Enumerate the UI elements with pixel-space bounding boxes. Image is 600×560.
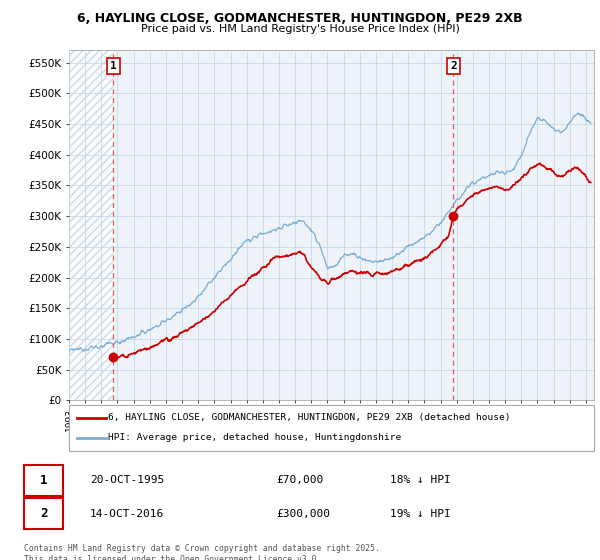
- Text: 19% ↓ HPI: 19% ↓ HPI: [390, 509, 451, 519]
- Text: 2: 2: [450, 61, 457, 71]
- Text: 6, HAYLING CLOSE, GODMANCHESTER, HUNTINGDON, PE29 2XB (detached house): 6, HAYLING CLOSE, GODMANCHESTER, HUNTING…: [109, 413, 511, 422]
- Text: 1: 1: [110, 61, 117, 71]
- Text: Contains HM Land Registry data © Crown copyright and database right 2025.
This d: Contains HM Land Registry data © Crown c…: [24, 544, 380, 560]
- Text: £300,000: £300,000: [276, 509, 330, 519]
- Text: 2: 2: [40, 507, 47, 520]
- Text: £70,000: £70,000: [276, 475, 323, 485]
- Text: Price paid vs. HM Land Registry's House Price Index (HPI): Price paid vs. HM Land Registry's House …: [140, 24, 460, 34]
- Text: 6, HAYLING CLOSE, GODMANCHESTER, HUNTINGDON, PE29 2XB: 6, HAYLING CLOSE, GODMANCHESTER, HUNTING…: [77, 12, 523, 25]
- Text: 20-OCT-1995: 20-OCT-1995: [90, 475, 164, 485]
- Text: HPI: Average price, detached house, Huntingdonshire: HPI: Average price, detached house, Hunt…: [109, 433, 401, 442]
- Text: 14-OCT-2016: 14-OCT-2016: [90, 509, 164, 519]
- Text: 1: 1: [40, 474, 47, 487]
- Bar: [69, 50, 113, 400]
- Text: 18% ↓ HPI: 18% ↓ HPI: [390, 475, 451, 485]
- FancyBboxPatch shape: [69, 405, 594, 451]
